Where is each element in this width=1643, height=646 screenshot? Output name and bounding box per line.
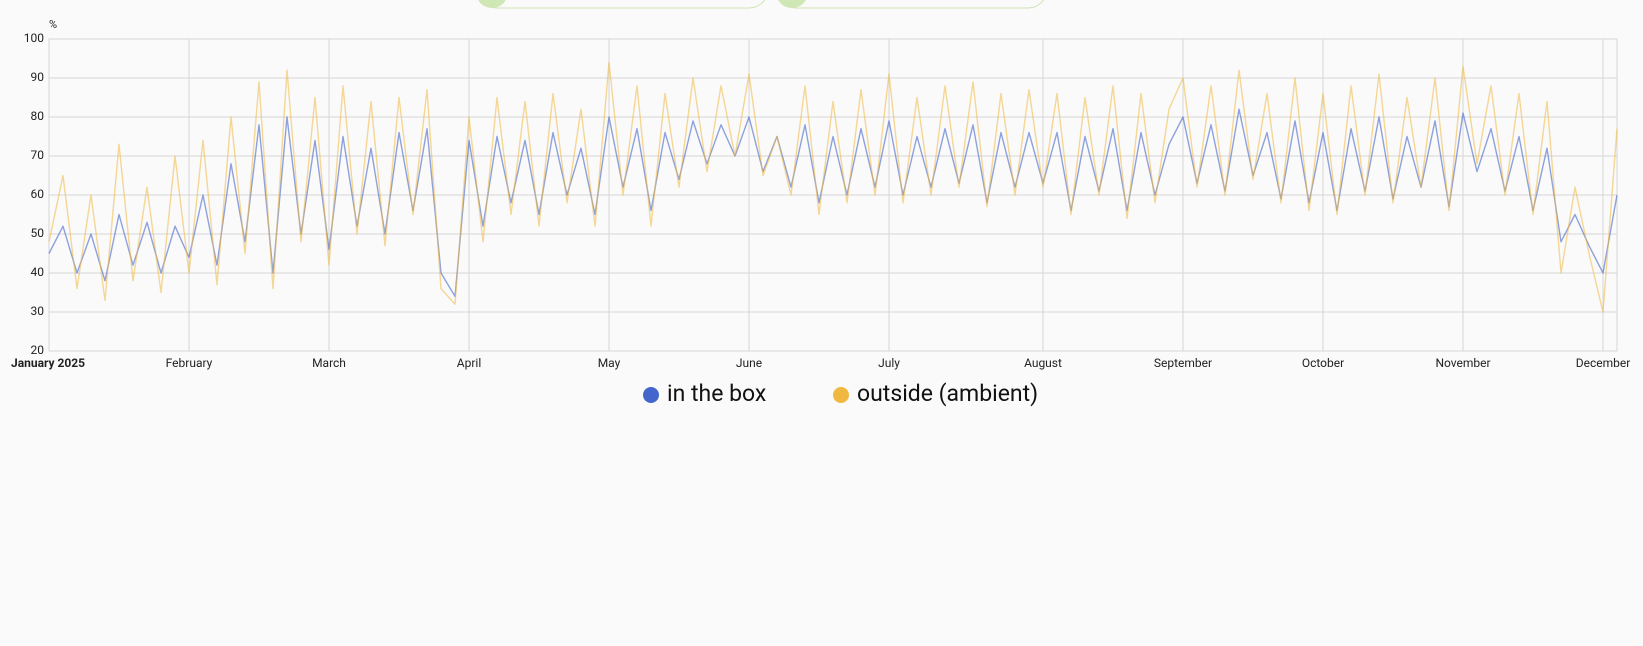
legend-marker	[643, 387, 659, 403]
x-tick-label: September	[1154, 356, 1212, 370]
y-tick-label: 70	[31, 148, 45, 162]
legend-item: in the box	[643, 380, 766, 407]
series-line	[48, 61, 1618, 313]
series-line	[48, 108, 1618, 298]
y-tick-label: 90	[31, 70, 45, 84]
pill-icon	[478, 0, 506, 8]
y-tick-label: 50	[31, 226, 45, 240]
y-tick-label: 100	[24, 31, 44, 45]
x-tick-label: November	[1435, 356, 1490, 370]
legend-label: outside (ambient)	[857, 380, 1038, 407]
y-tick-label: 20	[31, 343, 45, 357]
x-tick-label: July	[878, 356, 900, 370]
x-tick-label: May	[598, 356, 621, 370]
x-tick-label: March	[312, 356, 346, 370]
legend-label: in the box	[667, 380, 766, 407]
legend-item: outside (ambient)	[833, 380, 1038, 407]
x-tick-label: January 2025	[11, 356, 85, 370]
y-tick-label: 60	[31, 187, 45, 201]
pill[interactable]	[478, 0, 768, 9]
x-tick-label: August	[1024, 356, 1062, 370]
x-tick-label: April	[457, 356, 481, 370]
y-tick-label: 30	[31, 304, 45, 318]
y-tick-label: 80	[31, 109, 45, 123]
x-tick-label: December	[1576, 356, 1631, 370]
pill[interactable]	[777, 0, 1047, 9]
y-axis-label: %	[49, 18, 57, 31]
x-tick-label: June	[736, 356, 762, 370]
y-tick-label: 40	[31, 265, 45, 279]
legend-marker	[833, 387, 849, 403]
x-tick-label: October	[1302, 356, 1344, 370]
x-tick-label: February	[166, 356, 213, 370]
pill-icon	[778, 0, 806, 8]
